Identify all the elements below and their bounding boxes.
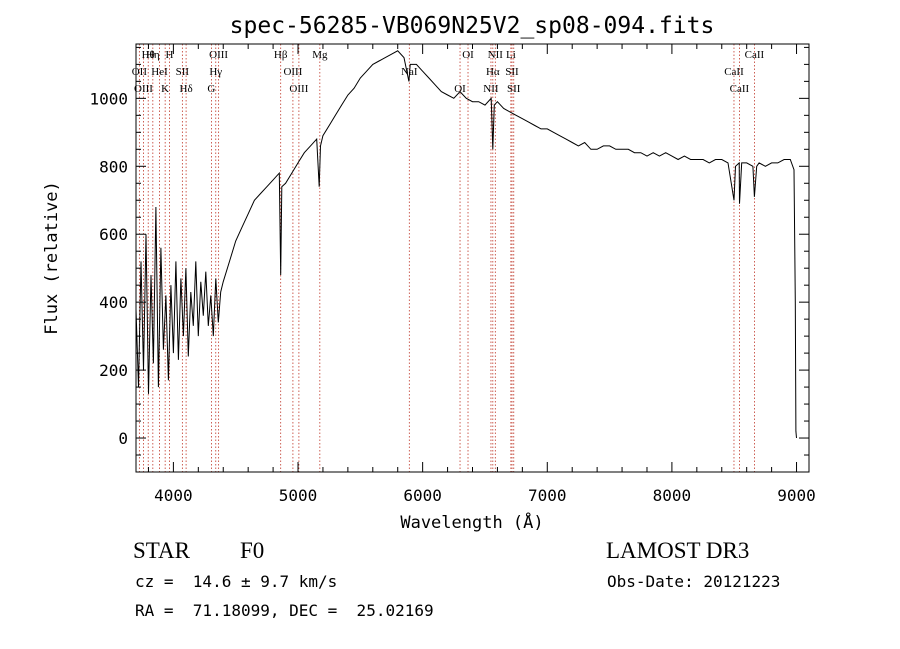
- line-label-25: CaII: [724, 66, 744, 78]
- object-subclass: F0: [240, 538, 265, 563]
- line-label-9: OIII: [209, 49, 228, 61]
- line-label-24: Li: [506, 49, 516, 61]
- y-tick-label-200: 200: [99, 361, 128, 380]
- y-tick-label-0: 0: [118, 429, 128, 448]
- spectral-line-markers: [138, 44, 755, 472]
- line-label-11: G: [207, 83, 215, 95]
- line-label-5: K: [161, 83, 169, 95]
- redshift-readout: cz = 14.6 ± 9.7 km/s: [135, 572, 338, 591]
- line-label-3: Hη: [146, 49, 160, 61]
- line-label-7: SII: [176, 66, 190, 78]
- chart-title: spec-56285-VB069N25V2_sp08-094.fits: [230, 13, 715, 39]
- x-tick-label-5000: 5000: [279, 486, 318, 505]
- line-label-21: NII: [488, 49, 504, 61]
- x-tick-label-6000: 6000: [403, 486, 442, 505]
- object-class: STAR: [133, 538, 190, 563]
- y-tick-label-800: 800: [99, 157, 128, 176]
- x-axis-label: Wavelength (Å): [400, 511, 543, 533]
- line-label-12: Hβ: [274, 49, 288, 61]
- line-label-26: CaII: [730, 83, 750, 95]
- line-label-0: Hθ: [142, 49, 155, 61]
- line-label-19: Hα: [486, 66, 500, 78]
- y-tick-label-600: 600: [99, 225, 128, 244]
- spectral-line-labels: HθOIIOIIIHηHeIKHSIIHδOIIIHγGHβOIIIOIIIMg…: [132, 49, 765, 95]
- line-label-17: OI: [454, 83, 466, 95]
- line-label-15: Mg: [312, 49, 328, 61]
- line-label-4: HeI: [151, 66, 168, 78]
- x-tick-label-4000: 4000: [154, 486, 193, 505]
- survey-name: LAMOST DR3: [606, 538, 750, 563]
- coordinates: RA = 71.18099, DEC = 25.02169: [135, 601, 434, 620]
- line-label-1: OII: [132, 66, 148, 78]
- line-label-20: NII: [483, 83, 499, 95]
- y-axis: 0 200 400 600 800 1000: [89, 46, 809, 473]
- line-label-23: SII: [507, 83, 521, 95]
- plot-frame: [135, 43, 810, 473]
- x-tick-label-7000: 7000: [528, 486, 567, 505]
- x-tick-label-8000: 8000: [653, 486, 692, 505]
- obs-date: Obs-Date: 20121223: [607, 572, 781, 591]
- spectrum-line: [135, 50, 797, 439]
- y-tick-label-1000: 1000: [89, 89, 128, 108]
- y-axis-label: Flux (relative): [42, 181, 62, 335]
- y-tick-label-400: 400: [99, 293, 128, 312]
- line-label-18: OI: [462, 49, 474, 61]
- spectrum-chart: spec-56285-VB069N25V2_sp08-094.fits Hθ OI…: [42, 13, 816, 533]
- line-label-14: OIII: [289, 83, 308, 95]
- x-axis: 4000 5000 6000 7000 8000 9000: [147, 44, 816, 505]
- line-label-13: OIII: [283, 66, 302, 78]
- line-label-10: Hγ: [209, 66, 222, 78]
- x-tick-label-9000: 9000: [777, 486, 816, 505]
- line-label-27: CaII: [745, 49, 765, 61]
- line-label-8: Hδ: [180, 83, 193, 95]
- line-label-6: H: [166, 49, 174, 61]
- line-label-2: OIII: [134, 83, 153, 95]
- line-label-22: SII: [505, 66, 519, 78]
